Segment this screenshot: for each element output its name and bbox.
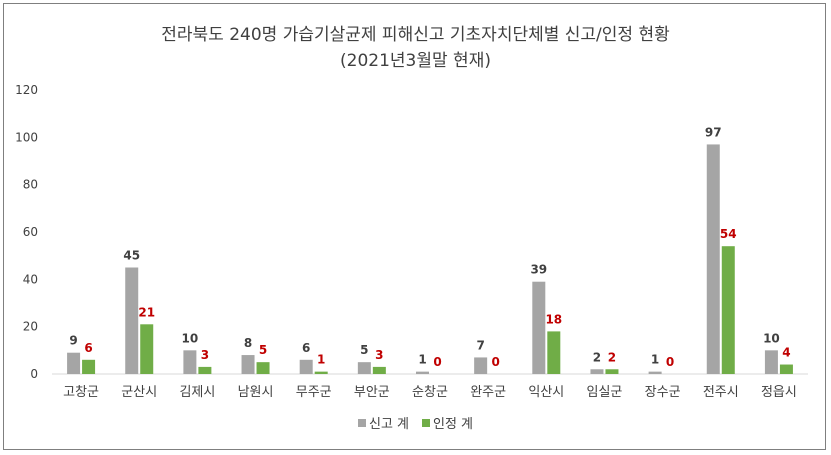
y-tick-label: 40 (23, 272, 38, 286)
data-label-report: 39 (530, 263, 547, 277)
data-label-approve: 2 (608, 350, 616, 364)
category-label: 군산시 (121, 385, 157, 400)
data-label-approve: 3 (375, 348, 383, 362)
bar-report (299, 359, 313, 374)
bar-report (241, 355, 255, 374)
legend-swatch-report (358, 419, 366, 427)
data-label-report: 9 (69, 334, 77, 348)
data-label-approve: 5 (259, 343, 267, 357)
data-label-approve: 3 (201, 348, 209, 362)
category-label: 임실군 (587, 385, 623, 400)
bar-report (474, 357, 488, 374)
category-label: 정읍시 (761, 385, 797, 400)
legend-label-approve: 인정 계 (433, 417, 473, 432)
y-tick-label: 0 (30, 367, 38, 381)
category-label: 남원시 (238, 385, 274, 400)
data-label-approve: 54 (720, 227, 737, 241)
bar-report (183, 350, 197, 374)
data-label-report: 5 (360, 343, 368, 357)
legend-swatch-approve (422, 419, 430, 427)
data-label-report: 7 (476, 338, 484, 352)
y-tick-label: 20 (23, 320, 38, 334)
y-tick-label: 100 (15, 130, 38, 144)
bar-approve (779, 364, 793, 374)
data-label-report: 2 (593, 350, 601, 364)
y-tick-label: 120 (15, 83, 38, 97)
bar-approve (198, 366, 212, 374)
bar-approve (256, 362, 270, 374)
bar-approve (140, 324, 154, 374)
data-label-report: 97 (705, 125, 722, 139)
bar-report (67, 352, 81, 374)
chart-frame (3, 3, 826, 450)
bar-report (416, 371, 429, 374)
bar-report (764, 350, 778, 374)
data-label-report: 10 (763, 331, 780, 345)
bar-report (706, 144, 720, 374)
data-label-approve: 4 (782, 346, 790, 360)
data-label-approve: 18 (545, 312, 562, 326)
chart-title: 전라북도 240명 가습기살균제 피해신고 기초자치단체별 신고/인정 현황 (161, 25, 670, 45)
data-label-approve: 0 (491, 355, 499, 369)
category-label: 김제시 (179, 385, 215, 400)
category-label: 순창군 (412, 385, 448, 400)
legend-label-report: 신고 계 (369, 417, 409, 432)
category-label: 부안군 (354, 385, 390, 400)
bar-approve (721, 246, 735, 374)
bar-approve (605, 369, 619, 374)
data-label-report: 6 (302, 341, 310, 355)
category-label: 고창군 (63, 385, 99, 400)
bar-report (357, 362, 371, 374)
y-tick-label: 60 (23, 225, 38, 239)
bar-report (648, 371, 662, 374)
data-label-report: 10 (182, 331, 199, 345)
category-label: 익산시 (528, 385, 564, 400)
bar-approve (82, 359, 96, 374)
data-label-approve: 0 (433, 355, 441, 369)
data-label-report: 1 (418, 353, 426, 367)
data-label-report: 45 (123, 249, 140, 263)
category-label: 완주군 (470, 385, 506, 400)
data-label-approve: 1 (317, 353, 325, 367)
bar-approve (547, 331, 561, 374)
category-label: 전주시 (703, 385, 739, 400)
category-label: 무주군 (296, 385, 332, 400)
bar-report (590, 369, 604, 374)
bar-approve (314, 371, 328, 374)
data-label-report: 8 (244, 336, 252, 350)
data-label-approve: 21 (138, 305, 155, 319)
bar-approve (372, 366, 386, 374)
data-label-approve: 6 (84, 341, 92, 355)
data-label-report: 1 (651, 353, 659, 367)
category-label: 장수군 (645, 385, 681, 400)
y-tick-label: 80 (23, 178, 38, 192)
chart-subtitle: (2021년3월말 현재) (340, 51, 491, 71)
data-label-approve: 0 (666, 355, 674, 369)
bar-report (125, 267, 139, 374)
bar-report (532, 281, 546, 374)
